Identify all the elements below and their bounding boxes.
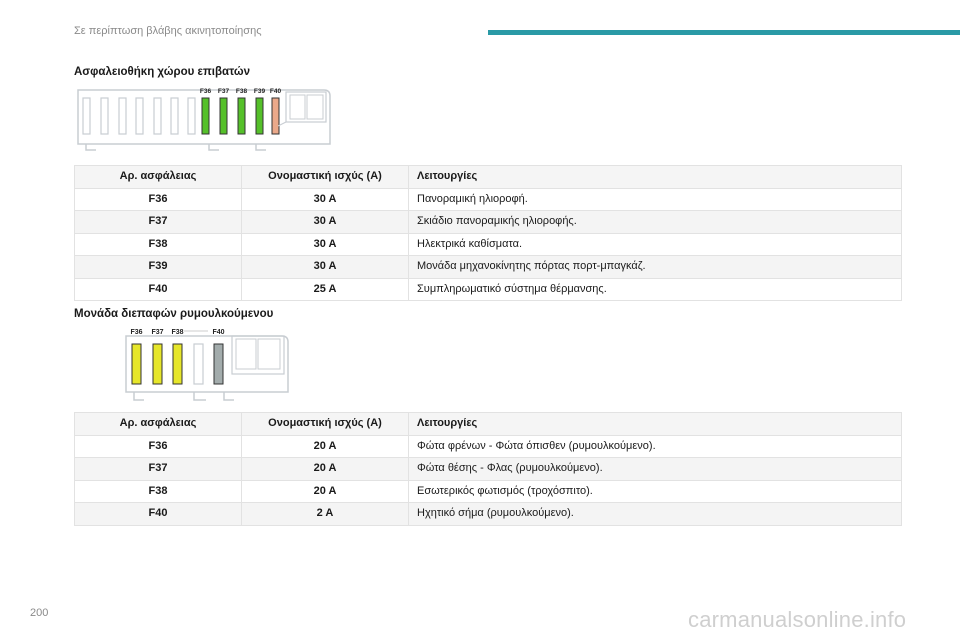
fuse-number-cell: F37 (74, 457, 242, 481)
watermark: carmanualsonline.info (688, 607, 907, 632)
fuse-f37 (152, 343, 163, 385)
fuse-label-f37: F37 (218, 88, 230, 95)
passenger-fusebox-diagram: F36 F37 F38 F39 F40 (77, 88, 331, 151)
table-row: F36 30 A Πανοραμική ηλιοροφή. (74, 187, 902, 211)
col-header-rating: Ονομαστική ισχύς (A) (241, 165, 409, 189)
rating-cell: 30 A (241, 255, 409, 279)
trailer-interface-diagram: F36 F37 F38 F40 (125, 329, 289, 401)
table-row: F37 30 A Σκιάδιο πανοραμικής ηλιοροφής. (74, 210, 902, 234)
rating-cell: 30 A (241, 210, 409, 234)
fuse-number-cell: F40 (74, 502, 242, 526)
table-row: F39 30 A Μονάδα μηχανοκίνητης πόρτας πορ… (74, 255, 902, 279)
trailer-fuse-table: Αρ. ασφάλειας Ονομαστική ισχύς (A) Λειτο… (74, 412, 902, 526)
fuse-f38 (237, 97, 246, 135)
fuse-label-f39: F39 (254, 88, 266, 95)
header-accent-bar (488, 30, 960, 35)
col-header-functions: Λειτουργίες (408, 165, 902, 189)
table-row: F40 2 A Ηχητικό σήμα (ρυμουλκούμενο). (74, 502, 902, 526)
table-row: F36 20 A Φώτα φρένων - Φώτα όπισθεν (ρυμ… (74, 434, 902, 458)
rating-cell: 30 A (241, 232, 409, 256)
passenger-fuse-table: Αρ. ασφάλειας Ονομαστική ισχύς (A) Λειτο… (74, 165, 902, 301)
fuse-f36 (131, 343, 142, 385)
function-cell: Φώτα φρένων - Φώτα όπισθεν (ρυμουλκούμεν… (408, 434, 902, 458)
fuse-number-cell: F36 (74, 434, 242, 458)
table-row: F37 20 A Φώτα θέσης - Φλας (ρυμουλκούμεν… (74, 457, 902, 481)
col-header-fuse-number: Αρ. ασφάλειας (74, 412, 242, 436)
fuse-f40 (271, 97, 280, 135)
fuse-label-f36: F36 (200, 88, 212, 95)
fuse-label-f40: F40 (270, 88, 282, 95)
fuse-number-cell: F36 (74, 187, 242, 211)
fuse-number-cell: F40 (74, 277, 242, 301)
fuse-label-f36: F36 (130, 329, 142, 336)
section-heading-passenger-fusebox: Ασφαλειοθήκη χώρου επιβατών (74, 66, 251, 78)
fuse-f37 (219, 97, 228, 135)
table-row: F38 30 A Ηλεκτρικά καθίσματα. (74, 232, 902, 256)
fuse-label-f38: F38 (171, 329, 183, 336)
function-cell: Ηλεκτρικά καθίσματα. (408, 232, 902, 256)
table-row: F38 20 A Εσωτερικός φωτισμός (τροχόσπιτο… (74, 479, 902, 503)
page-number: 200 (30, 607, 49, 619)
header-title: Σε περίπτωση βλάβης ακινητοποίησης (74, 25, 262, 37)
function-cell: Ηχητικό σήμα (ρυμουλκούμενο). (408, 502, 902, 526)
function-cell: Σκιάδιο πανοραμικής ηλιοροφής. (408, 210, 902, 234)
rating-cell: 30 A (241, 187, 409, 211)
function-cell: Φώτα θέσης - Φλας (ρυμουλκούμενο). (408, 457, 902, 481)
rating-cell: 20 A (241, 457, 409, 481)
fuse-number-cell: F38 (74, 232, 242, 256)
function-cell: Πανοραμική ηλιοροφή. (408, 187, 902, 211)
fuse-label-f40: F40 (212, 329, 224, 336)
rating-cell: 20 A (241, 479, 409, 503)
col-header-functions: Λειτουργίες (408, 412, 902, 436)
col-header-rating: Ονομαστική ισχύς (A) (241, 412, 409, 436)
fuse-number-cell: F38 (74, 479, 242, 503)
section-heading-trailer-interface: Μονάδα διεπαφών ρυμουλκούμενου (74, 308, 274, 320)
fuse-f39 (255, 97, 264, 135)
table-row: F40 25 A Συμπληρωματικό σύστημα θέρμανση… (74, 277, 902, 301)
fuse-number-cell: F37 (74, 210, 242, 234)
function-cell: Εσωτερικός φωτισμός (τροχόσπιτο). (408, 479, 902, 503)
fuse-f36 (201, 97, 210, 135)
function-cell: Μονάδα μηχανοκίνητης πόρτας πορτ-μπαγκάζ… (408, 255, 902, 279)
fuse-label-f37: F37 (151, 329, 163, 336)
fuse-number-cell: F39 (74, 255, 242, 279)
function-cell: Συμπληρωματικό σύστημα θέρμανσης. (408, 277, 902, 301)
fuse-f40 (213, 343, 224, 385)
col-header-fuse-number: Αρ. ασφάλειας (74, 165, 242, 189)
fuse-f38 (172, 343, 183, 385)
rating-cell: 20 A (241, 434, 409, 458)
fuse-label-f38: F38 (236, 88, 248, 95)
rating-cell: 2 A (241, 502, 409, 526)
rating-cell: 25 A (241, 277, 409, 301)
